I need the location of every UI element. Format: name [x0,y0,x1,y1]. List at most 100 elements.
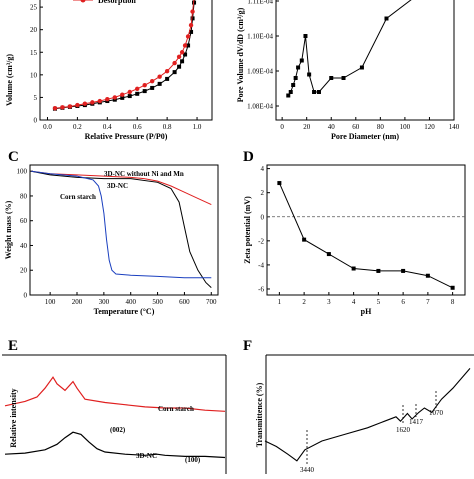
data-point-A-1-5 [183,43,187,47]
annotation-corn-starch: Corn starch [60,193,96,201]
data-point-A-1-9 [165,69,169,73]
x-tick-label-C-4: 500 [152,298,163,306]
data-point-D-0-1 [302,238,306,242]
annotation-100-E: (100) [185,456,201,464]
y-tick-label-D-2: -2 [258,237,264,245]
y-axis-title-E: Relative intensity [9,388,18,447]
x-tick-label-D-2: 3 [327,298,331,306]
annotation-3d-nc-E: 3D-NC [136,452,157,460]
data-point-A-1-12 [142,83,146,87]
x-tick-label-D-6: 7 [426,298,430,306]
x-tick-label-B-0: 0 [280,123,284,131]
data-point-B-0-6 [303,34,307,38]
data-point-A-0-17 [177,65,181,69]
data-point-B-0-1 [289,90,293,94]
x-tick-label-B-5: 100 [400,123,411,131]
y-tick-label-C-3: 60 [20,217,28,225]
y-tick-label-C-0: 0 [24,292,28,300]
data-point-B-0-11 [342,76,346,80]
data-point-A-1-16 [113,95,117,99]
x-tick-label-B-3: 60 [352,123,360,131]
y-tick-label-A-5: 25 [30,4,38,12]
y-tick-label-D-5: 4 [261,165,265,173]
y-tick-label-B-0: 1.08E-04 [247,103,273,111]
y-tick-label-B-3: 1.11E-04 [247,0,273,6]
data-point-A-0-15 [165,77,169,81]
x-tick-label-B-7: 140 [449,123,460,131]
annotation-3d-nc: 3D-NC [107,182,128,190]
series-line-A-1 [55,0,196,108]
plot-frame-D [267,165,465,295]
data-point-A-0-22 [191,16,195,20]
data-point-B-0-7 [307,73,311,77]
y-tick-label-D-4: 2 [261,189,265,197]
y-axis-title-C: Weight mass (%) [4,200,13,259]
x-tick-label-C-6: 700 [206,298,217,306]
y-tick-label-B-1: 1.09E-04 [247,68,273,76]
data-point-A-1-14 [128,90,132,94]
data-point-D-0-6 [426,274,430,278]
data-point-A-1-15 [120,93,124,97]
x-tick-label-C-1: 200 [72,298,83,306]
x-tick-label-A-5: 1.0 [193,123,202,131]
peak-label-3440: 3440 [300,466,315,474]
series-line-E-1 [5,432,225,457]
series-line-A-0 [55,0,196,109]
data-point-A-1-18 [98,99,102,103]
data-point-A-0-11 [135,92,139,96]
peak-label-1620: 1620 [396,426,411,434]
y-tick-label-A-2: 10 [30,71,38,79]
data-point-A-0-14 [158,82,162,86]
x-tick-label-B-1: 20 [303,123,311,131]
x-tick-label-D-3: 4 [352,298,356,306]
y-tick-label-C-1: 20 [20,267,28,275]
data-point-B-0-2 [291,83,295,87]
data-point-B-0-5 [300,59,304,63]
panel-label-d: D [243,149,254,165]
data-point-A-1-23 [60,105,64,109]
x-tick-label-D-4: 5 [377,298,381,306]
y-tick-label-A-1: 5 [34,94,38,102]
x-tick-label-D-0: 1 [278,298,282,306]
data-point-B-0-9 [317,90,321,94]
data-point-A-1-13 [135,87,139,91]
data-point-D-0-2 [327,252,331,256]
data-point-A-0-16 [173,70,177,74]
data-point-A-1-17 [105,97,109,101]
data-point-A-1-2 [190,9,194,13]
data-point-A-0-13 [150,86,154,90]
data-point-B-0-12 [360,66,364,70]
x-axis-title-D: pH [361,307,372,316]
x-axis-title-B: Pore Diameter (nm) [331,132,399,141]
plot-frame-A [40,0,212,120]
data-point-A-1-22 [68,104,72,108]
annotation-002-E: (002) [110,426,126,434]
data-point-B-0-10 [329,76,333,80]
y-axis-title-B: Pore Volume dV/dD (cm³/g) [236,7,245,102]
x-tick-label-D-1: 2 [302,298,306,306]
y-tick-label-A-4: 20 [30,26,38,34]
data-point-A-1-3 [189,23,193,27]
annotation-corn-starch-E: Corn starch [158,405,194,413]
legend-label-desorption: Desorption [98,0,136,5]
panel-label-e: E [8,338,18,354]
y-tick-label-D-1: -4 [258,261,264,269]
data-point-B-0-3 [294,76,298,80]
data-point-D-0-5 [401,269,405,273]
y-tick-label-C-5: 100 [17,168,28,176]
data-point-B-0-4 [296,66,300,70]
data-point-A-0-10 [128,94,132,98]
x-tick-label-B-4: 80 [377,123,385,131]
panel-label-f: F [243,338,252,354]
panel-label-c: C [8,149,19,165]
y-tick-label-A-3: 15 [30,49,38,57]
data-point-D-0-4 [376,269,380,273]
x-tick-label-C-2: 300 [99,298,110,306]
data-point-A-1-8 [172,61,176,65]
x-tick-label-B-2: 40 [328,123,336,131]
x-tick-label-A-1: 0.2 [73,123,82,131]
y-tick-label-D-3: 0 [261,213,265,221]
data-point-A-0-12 [143,89,147,93]
data-point-B-0-0 [286,94,290,98]
